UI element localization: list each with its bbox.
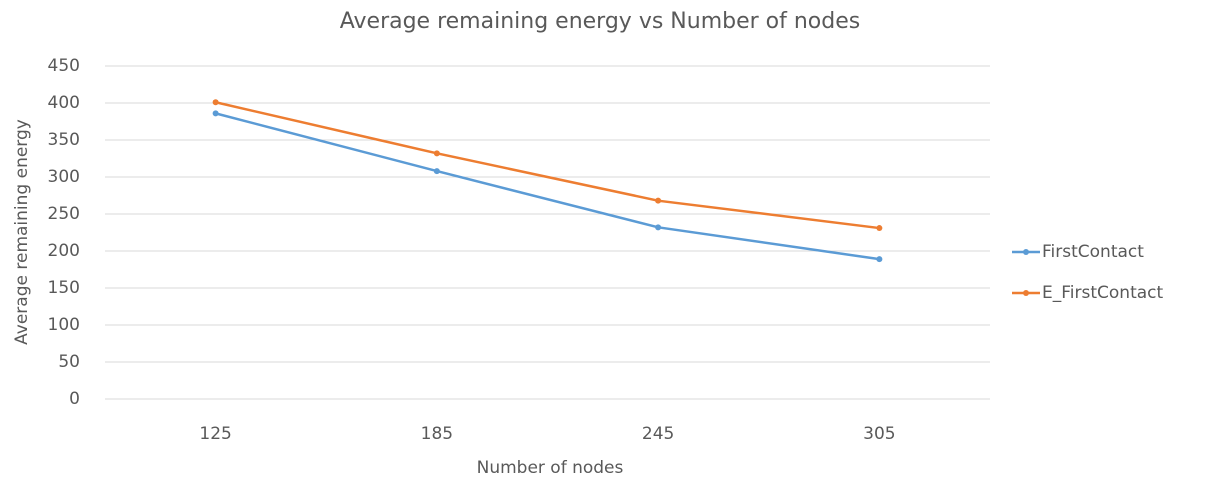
legend-label: E_FirstContact <box>1042 283 1163 303</box>
legend-label: FirstContact <box>1042 242 1144 262</box>
data-point <box>876 256 883 263</box>
x-tick-label: 245 <box>642 424 674 444</box>
legend-marker <box>1023 249 1029 255</box>
y-tick-label: 250 <box>48 204 80 224</box>
data-point <box>433 150 440 157</box>
y-tick-label: 300 <box>48 167 80 187</box>
y-tick-label: 0 <box>69 389 80 409</box>
data-point <box>655 197 662 204</box>
legend-marker <box>1023 290 1029 296</box>
x-tick-label: 185 <box>421 424 453 444</box>
data-point <box>433 168 440 175</box>
y-tick-label: 200 <box>48 241 80 261</box>
series-line <box>215 101 880 230</box>
y-tick-label: 150 <box>48 278 80 298</box>
data-point <box>655 224 662 231</box>
x-tick-label: 305 <box>863 424 895 444</box>
chart-title: Average remaining energy vs Number of no… <box>340 9 860 34</box>
y-tick-label: 450 <box>48 56 80 76</box>
data-point <box>212 110 219 117</box>
data-point <box>876 225 883 232</box>
y-tick-label: 400 <box>48 93 80 113</box>
y-tick-label: 50 <box>58 352 80 372</box>
y-axis-label: Average remaining energy <box>12 119 32 345</box>
data-point <box>212 99 219 106</box>
y-tick-label: 100 <box>48 315 80 335</box>
x-axis-label: Number of nodes <box>477 458 624 478</box>
series-line <box>215 112 880 261</box>
x-tick-label: 125 <box>199 424 231 444</box>
y-tick-label: 350 <box>48 130 80 150</box>
